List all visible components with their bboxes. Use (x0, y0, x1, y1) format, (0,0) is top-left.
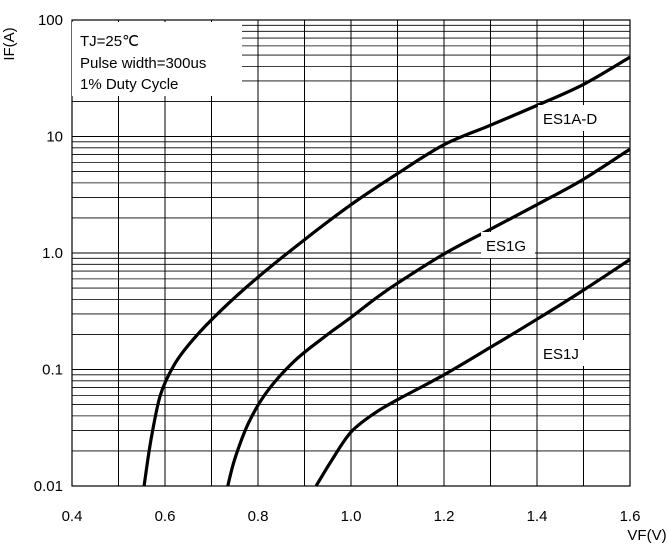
y-tick-label: 1.0 (42, 245, 63, 262)
x-tick-label: 0.8 (248, 508, 269, 525)
x-tick-label: 0.4 (62, 508, 83, 525)
x-tick-label: 1.2 (434, 508, 455, 525)
legend-line-pulse-width: Pulse width=300us (80, 55, 206, 72)
series-label-bg-es1g (481, 232, 535, 258)
series-labels: ES1A-D ES1G ES1J (481, 105, 612, 366)
y-tick-label: 100 (38, 12, 63, 29)
x-tick-label: 0.6 (155, 508, 176, 525)
series-line-es1a-d (142, 55, 631, 487)
x-tick-labels: 0.4 0.6 0.8 1.0 1.2 1.4 1.6 (62, 508, 641, 525)
legend-background (72, 22, 242, 96)
y-tick-label: 0.01 (34, 478, 63, 495)
legend: TJ=25℃ Pulse width=300us 1% Duty Cycle (72, 22, 242, 96)
grid (71, 19, 631, 487)
y-tick-label: 0.1 (42, 362, 63, 379)
series-label-bg-es1j (538, 340, 586, 366)
x-tick-label: 1.4 (527, 508, 548, 525)
series-line-es1j (314, 258, 631, 487)
series-label-es1a-d: ES1A-D (543, 111, 597, 128)
legend-line-duty-cycle: 1% Duty Cycle (80, 76, 178, 93)
series-label-es1j: ES1J (543, 346, 579, 363)
y-tick-label: 10 (46, 129, 63, 146)
series-line-es1g (226, 147, 631, 487)
legend-line-temperature: TJ=25℃ (80, 33, 139, 50)
series-lines (142, 55, 631, 487)
series-label-bg-es1a-d (538, 105, 612, 131)
x-tick-label: 1.6 (620, 508, 641, 525)
plot-border (71, 19, 631, 487)
y-tick-labels: 0.01 0.1 1.0 10 100 (34, 12, 63, 495)
x-tick-label: 1.0 (341, 508, 362, 525)
x-axis-label: VF(V) (627, 527, 666, 544)
y-axis-label: IF(A) (1, 27, 18, 60)
series-label-es1g: ES1G (486, 238, 526, 255)
